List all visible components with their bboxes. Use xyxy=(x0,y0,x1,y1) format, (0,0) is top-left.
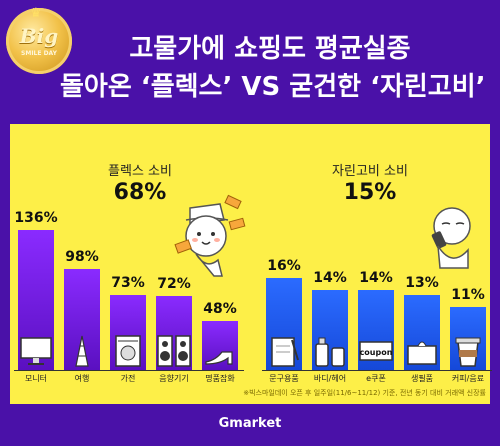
badge-title: Big xyxy=(19,24,59,48)
badge-subtitle: SMILE DAY xyxy=(21,50,57,57)
frugal-value-label: 16% xyxy=(267,258,301,274)
footnote: ※빅스마일데이 오픈 후 일주일(11/6~11/12) 기준, 전년 동기 대… xyxy=(243,389,486,397)
title-line-2: 돌아온 ‘플렉스’ VS 굳건한 ‘자린고비’ xyxy=(60,72,486,102)
coffee-cup-icon xyxy=(455,337,481,367)
high-heel-icon xyxy=(205,351,233,365)
frugal-category-label: e쿠폰 xyxy=(366,374,386,383)
flex-value-label: 73% xyxy=(111,274,145,291)
flex-value-label: 72% xyxy=(157,275,191,292)
frugal-value-label: 14% xyxy=(313,269,347,286)
big-smile-day-badge: ♛ Big SMILE DAY xyxy=(6,6,72,74)
flex-value-label: 98% xyxy=(65,249,99,266)
frugal-value-label: 13% xyxy=(405,275,439,292)
frugal-value-label: 14% xyxy=(359,269,393,286)
frugal-category-label: 문구용품 xyxy=(269,374,299,383)
frugal-section-title: 자린고비 소비 xyxy=(332,164,408,179)
notebook-icon xyxy=(271,337,299,367)
monitor-icon xyxy=(20,337,52,365)
crown-icon: ♛ xyxy=(30,6,42,21)
flex-category-label: 명품잡화 xyxy=(205,374,235,383)
mascot-flex-icon xyxy=(174,194,246,277)
flex-section-percent: 68% xyxy=(113,180,167,205)
tissue-icon xyxy=(407,341,437,365)
flex-section-title: 플렉스 소비 xyxy=(108,164,172,179)
flex-category-label: 여행 xyxy=(74,374,90,383)
speaker-icon xyxy=(157,335,191,367)
frugal-category-label: 커피/음료 xyxy=(451,374,485,383)
header: ♛ Big SMILE DAY 고물가에 쇼핑도 평균실종 돌아온 ‘플렉스’ … xyxy=(0,0,500,118)
frugal-value-label: 11% xyxy=(451,286,485,303)
mascot-frugal-icon xyxy=(431,207,471,269)
frugal-category-label: 바디/헤어 xyxy=(313,374,347,383)
flex-category-label: 음향기기 xyxy=(159,374,189,383)
flex-category-label: 모니터 xyxy=(24,374,48,383)
eiffel-tower-icon xyxy=(75,335,89,367)
title-line-1: 고물가에 쇼핑도 평균실종 xyxy=(129,34,411,64)
gmarket-logo: Gmarket xyxy=(218,416,282,431)
washing-machine-icon xyxy=(115,335,141,367)
frugal-category-label: 생필품 xyxy=(410,374,434,383)
flex-category-label: 가전 xyxy=(120,374,136,383)
lotion-bottle-icon xyxy=(315,337,345,367)
frugal-baseline xyxy=(262,370,492,371)
coupon-text: coupon xyxy=(360,348,393,357)
footer: Gmarket xyxy=(0,404,500,446)
coupon-icon: coupon xyxy=(359,341,393,361)
flex-value-label: 136% xyxy=(14,210,58,226)
flex-value-label: 48% xyxy=(203,300,237,317)
frugal-section-percent: 15% xyxy=(343,180,397,205)
flex-baseline xyxy=(14,370,244,371)
